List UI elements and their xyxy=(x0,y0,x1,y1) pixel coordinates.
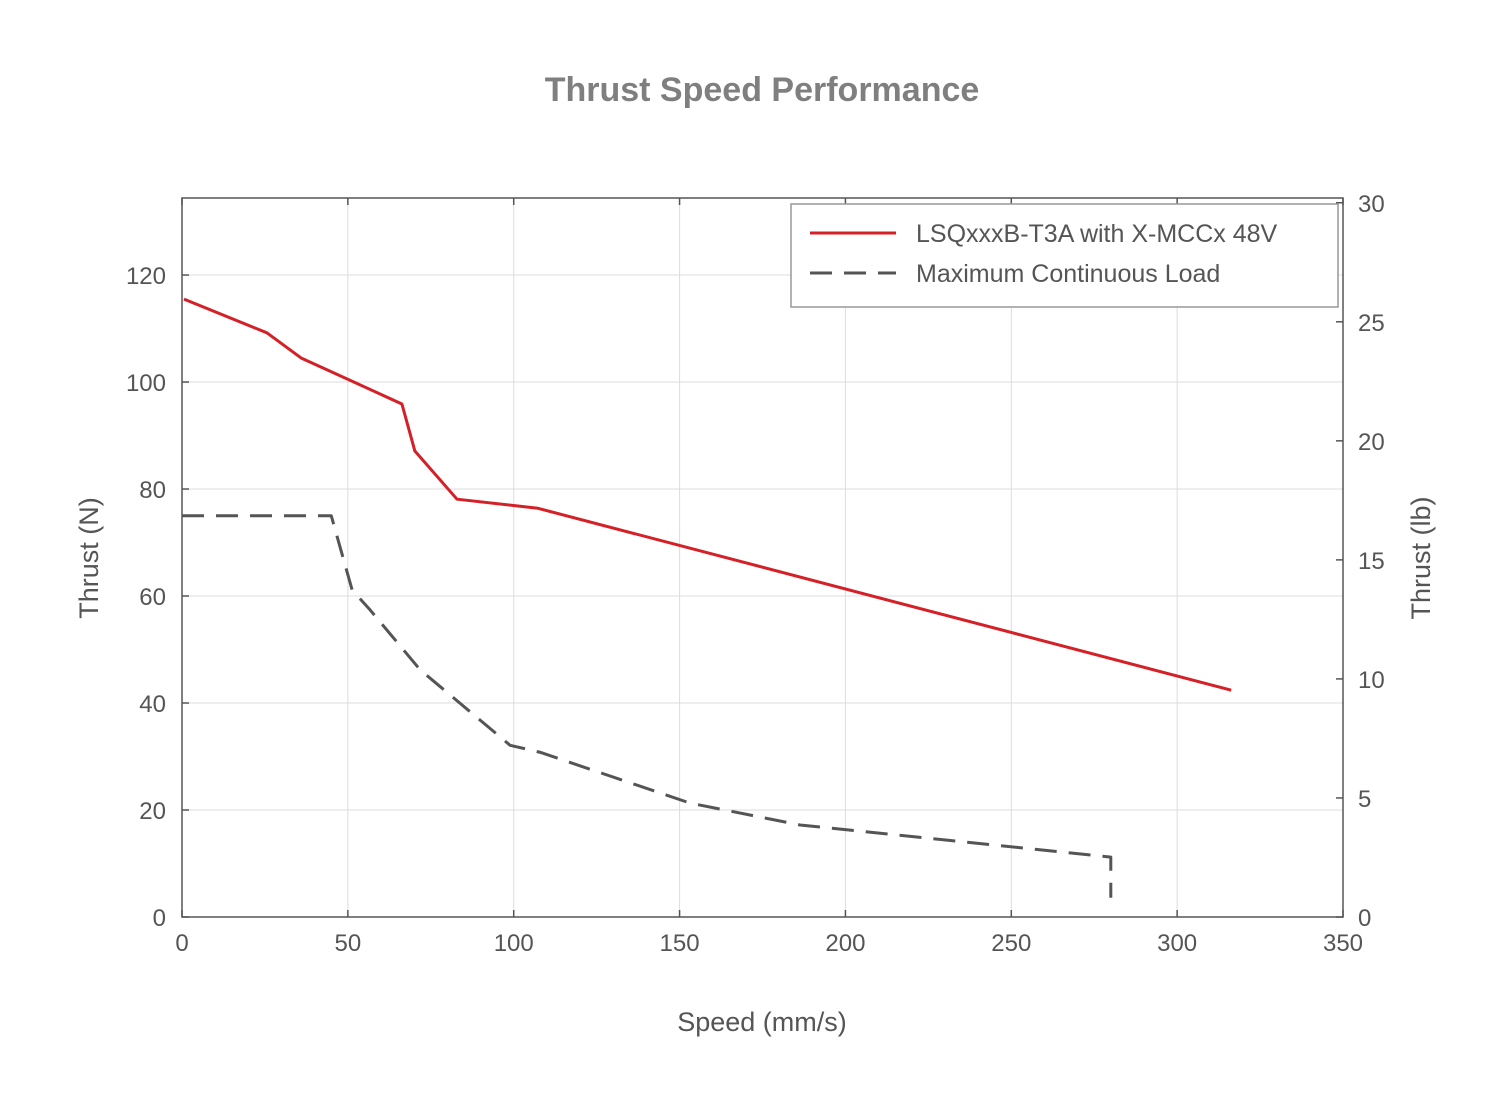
legend: LSQxxxB-T3A with X-MCCx 48V Maximum Cont… xyxy=(790,203,1339,308)
legend-label-series-1: LSQxxxB-T3A with X-MCCx 48V xyxy=(916,220,1278,248)
series-line-1 xyxy=(183,297,1232,692)
y-right-tick-label: 0 xyxy=(1358,905,1371,932)
x-tick-label: 100 xyxy=(494,930,534,957)
series-line-2 xyxy=(182,514,1113,898)
y-right-tick-label: 15 xyxy=(1358,548,1385,575)
chart-title: Thrust Speed Performance xyxy=(545,71,980,109)
legend-box xyxy=(790,203,1339,308)
y-right-tick-label: 20 xyxy=(1358,429,1385,456)
y-right-tick-label: 10 xyxy=(1358,667,1385,694)
y-tick-label: 80 xyxy=(139,477,166,504)
ticks: 0 50 100 150 200 250 300 3500204060801001200510… xyxy=(126,191,1385,957)
legend-label-series-2: Maximum Continuous Load xyxy=(916,260,1220,288)
x-tick-label: 300 xyxy=(1157,930,1197,957)
y-right-tick-label: 25 xyxy=(1358,310,1385,337)
y-tick-label: 60 xyxy=(139,584,166,611)
y-tick-label: 120 xyxy=(126,263,166,290)
y-axis-label: Thrust (N) xyxy=(74,497,104,619)
y-tick-label: 100 xyxy=(126,370,166,397)
y-tick-label: 20 xyxy=(139,798,166,825)
x-tick-label: 150 xyxy=(660,930,700,957)
x-tick-label: 250 xyxy=(991,930,1031,957)
x-tick-label: 200 xyxy=(825,930,865,957)
x-tick-label: 0 xyxy=(175,930,188,957)
grid xyxy=(181,198,1344,918)
x-tick-label: 50 xyxy=(335,930,362,957)
series-group xyxy=(182,297,1232,898)
plot-frame xyxy=(181,197,1344,918)
y-axis-right-label: Thrust (lb) xyxy=(1406,496,1436,619)
x-axis-label: Speed (mm/s) xyxy=(677,1007,847,1037)
y-right-tick-label: 30 xyxy=(1358,191,1385,218)
x-tick-label: 350 xyxy=(1323,930,1363,957)
y-tick-label: 0 xyxy=(153,905,166,932)
y-right-tick-label: 5 xyxy=(1358,786,1371,813)
y-tick-label: 40 xyxy=(139,691,166,718)
